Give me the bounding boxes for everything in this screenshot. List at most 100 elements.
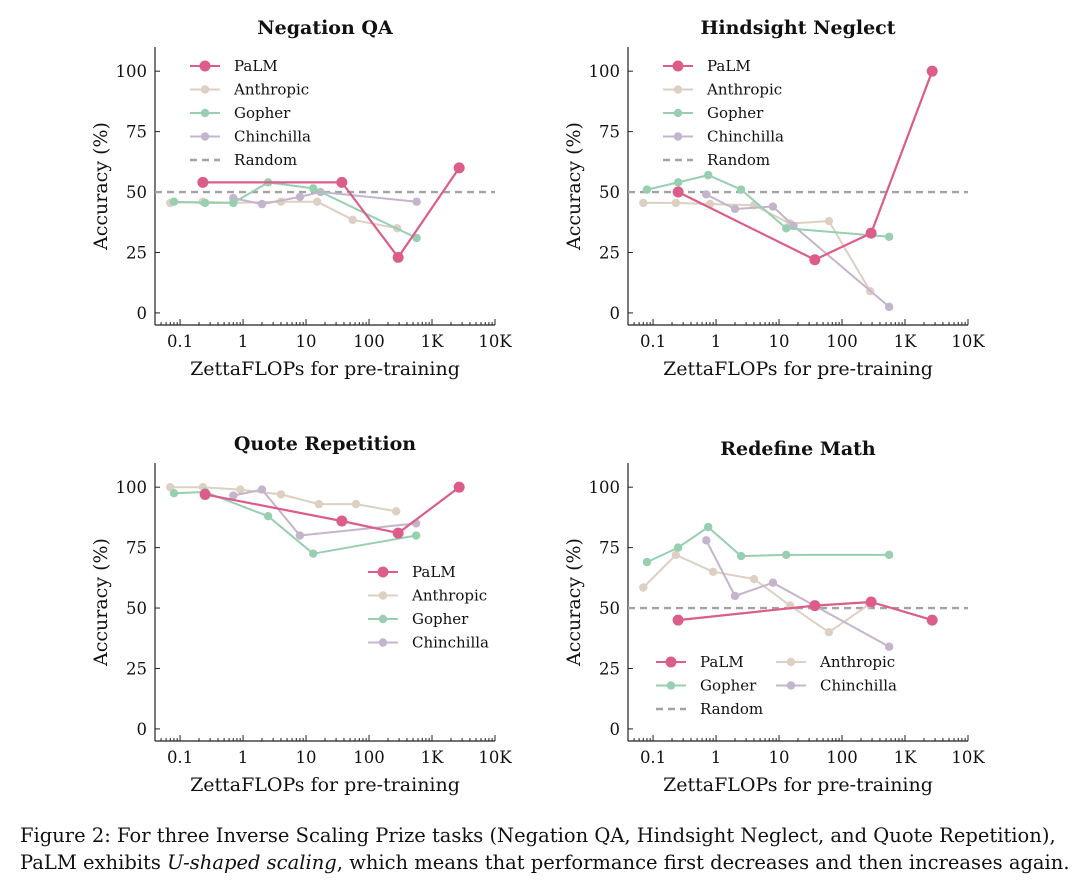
chart-title: Redefine Math	[720, 438, 876, 460]
x-tick-label: 10K	[478, 748, 512, 767]
y-tick-label: 75	[599, 539, 620, 558]
y-tick-label: 75	[599, 123, 620, 142]
series-line-gopher	[646, 526, 890, 564]
y-tick-label: 0	[610, 720, 621, 739]
chart-title: Negation QA	[257, 17, 393, 39]
x-tick-label: 10	[769, 332, 790, 351]
data-point-chinchilla	[884, 642, 894, 651]
series-line-palm	[204, 486, 460, 535]
legend-label-gopher: Gopher	[707, 104, 764, 122]
data-point-chinchilla	[730, 591, 740, 601]
chart-title: Hindsight Neglect	[700, 17, 895, 39]
series-line-palm	[677, 600, 933, 622]
legend-label-palm: PaLM	[707, 57, 751, 75]
figure-caption: Figure 2: For three Inverse Scaling Priz…	[20, 822, 1070, 876]
x-axis-label: ZettaFLOPs for pre-training	[190, 774, 460, 796]
data-point-palm	[865, 227, 877, 239]
x-tick-label: 10	[296, 332, 317, 351]
legend-label-gopher: Gopher	[234, 104, 291, 122]
data-point-gopher	[411, 531, 421, 540]
data-point-gopher	[703, 522, 713, 532]
legend-marker-gopher	[673, 108, 683, 118]
data-point-palm	[197, 176, 209, 188]
data-point-anthropic	[351, 499, 361, 509]
y-axis-label: Accuracy (%)	[90, 122, 112, 251]
legend-label-chinchilla: Chinchilla	[234, 128, 311, 146]
data-point-gopher	[736, 551, 746, 561]
legend-marker-palm	[199, 60, 211, 72]
y-tick-label: 100	[589, 478, 621, 497]
series-line-chinchilla	[705, 539, 890, 648]
data-point-palm	[672, 614, 684, 626]
x-axis-label: ZettaFLOPs for pre-training	[663, 358, 933, 380]
series-line-gopher	[646, 174, 890, 238]
panel-hindsight-neglect: Hindsight Neglect 0 25 50 75 100 0.1 1 10 100 1K 10…	[563, 17, 985, 380]
data-point-gopher	[169, 489, 179, 498]
data-point-chinchilla	[768, 578, 778, 587]
data-point-gopher	[229, 198, 238, 208]
legend-marker-anthropic	[200, 85, 210, 94]
data-point-palm	[336, 515, 348, 527]
data-point-palm	[809, 254, 821, 266]
data-point-chinchilla	[730, 204, 740, 214]
data-point-gopher	[673, 178, 683, 187]
data-point-chinchilla	[257, 485, 267, 494]
panel-negation-qa: Negation QA 0 25 50 75 100 0.1 1 10 100 1K 10K Zetta…	[90, 17, 512, 380]
data-point-palm	[392, 527, 404, 539]
caption-line-1: Figure 2: For three Inverse Scaling Priz…	[20, 824, 1056, 847]
data-point-gopher	[782, 550, 791, 560]
legend-marker-gopher	[666, 681, 676, 690]
data-point-chinchilla	[702, 190, 711, 199]
y-tick-label: 50	[599, 599, 620, 618]
legend-marker-chinchilla	[673, 132, 683, 141]
series-line-palm	[677, 70, 934, 261]
data-point-palm	[453, 481, 465, 493]
data-point-gopher	[736, 185, 746, 194]
data-point-palm	[336, 176, 348, 188]
data-point-chinchilla	[295, 531, 305, 540]
y-tick-label: 0	[137, 304, 148, 323]
panel-redefine-math: Redefine Math 0 25 50 75 100 0.1 1 10 100 1K 10K Zet…	[563, 438, 985, 796]
data-point-anthropic	[348, 215, 357, 225]
data-point-gopher	[703, 170, 713, 180]
data-point-gopher	[412, 233, 421, 243]
panel-quote-repetition: Quote Repetition 0 25 50 75 100 0.1 1 10 100 1K 10K…	[90, 433, 512, 796]
legend-label-random: Random	[700, 700, 763, 718]
data-point-palm	[809, 600, 821, 612]
legend-label-gopher: Gopher	[700, 677, 757, 695]
y-tick-label: 25	[599, 243, 620, 262]
data-point-gopher	[200, 198, 210, 208]
x-tick-label: 1K	[894, 748, 917, 767]
data-point-palm	[453, 162, 465, 174]
legend-label-random: Random	[234, 151, 297, 169]
x-tick-label: 1	[711, 748, 722, 767]
x-axis-label: ZettaFLOPs for pre-training	[663, 774, 933, 796]
legend-marker-palm	[672, 60, 684, 72]
data-point-anthropic	[639, 198, 648, 208]
y-tick-label: 75	[126, 123, 147, 142]
legend-label-palm: PaLM	[700, 653, 744, 671]
data-point-gopher	[309, 549, 318, 558]
data-point-gopher	[642, 185, 652, 194]
data-point-palm	[392, 251, 404, 263]
y-tick-label: 25	[126, 659, 147, 678]
x-tick-label: 10K	[478, 332, 512, 351]
series-line-chinchilla	[233, 488, 417, 537]
data-point-anthropic	[312, 197, 322, 206]
y-axis-label: Accuracy (%)	[563, 538, 585, 667]
data-point-gopher	[782, 224, 791, 233]
legend-label-chinchilla: Chinchilla	[820, 677, 897, 695]
data-point-anthropic	[824, 628, 834, 637]
legend-marker-anthropic	[786, 657, 796, 667]
data-point-chinchilla	[412, 197, 421, 206]
data-point-chinchilla	[229, 491, 238, 500]
legend-marker-palm	[665, 656, 677, 668]
x-tick-label: 0.1	[167, 748, 193, 767]
x-tick-label: 100	[353, 748, 385, 767]
y-tick-label: 50	[126, 183, 147, 202]
x-tick-label: 100	[826, 332, 858, 351]
legend-marker-gopher	[200, 108, 210, 118]
x-tick-label: 10K	[951, 332, 985, 351]
y-tick-label: 100	[116, 478, 148, 497]
